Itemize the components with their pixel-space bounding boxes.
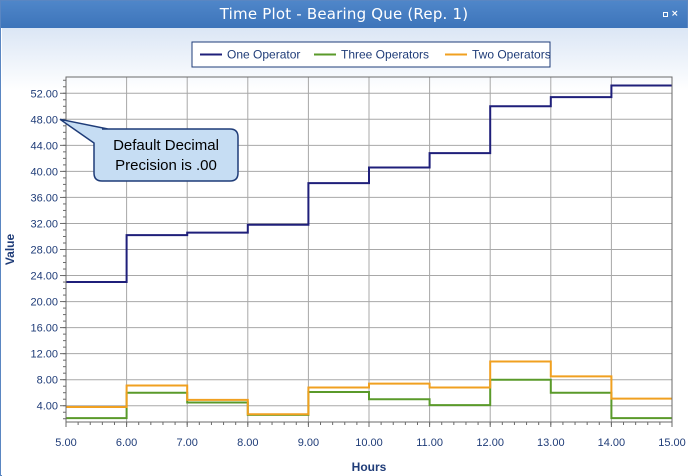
title-bar[interactable]: Time Plot - Bearing Que (Rep. 1) × [1, 1, 687, 28]
x-axis-ticks: 5.00 6.00 7.00 8.00 9.00 10.00 11.00 12.00 13.00… [55, 422, 686, 449]
y-tick-label: 40.00 [30, 166, 58, 178]
y-tick-label: 48.00 [30, 114, 58, 126]
x-tick-label: 15.00 [658, 437, 686, 449]
y-tick-label: 20.00 [30, 297, 58, 309]
x-axis-label: Hours [352, 460, 387, 474]
window-title: Time Plot - Bearing Que (Rep. 1) [219, 5, 469, 23]
plot-area: 4.00 8.00 12.00 16.00 20.00 24.00 28.00 32.00 36… [2, 28, 688, 476]
x-tick-label: 11.00 [416, 437, 443, 449]
series-line-one-operator [66, 84, 672, 284]
legend-box [191, 41, 551, 68]
y-tick-label: 36.00 [30, 192, 58, 204]
y-tick-label: 8.00 [37, 375, 58, 387]
y-axis-ticks: 4.00 8.00 12.00 16.00 20.00 24.00 28.00 32.00 36… [30, 79, 66, 420]
time-plot-chart: 4.00 8.00 12.00 16.00 20.00 24.00 28.00 32.00 36… [3, 41, 686, 474]
y-axis-label: Value [3, 234, 17, 266]
y-tick-label: 28.00 [30, 245, 58, 257]
y-tick-label: 44.00 [30, 140, 58, 152]
y-tick-label: 16.00 [30, 323, 58, 335]
window-controls: × [663, 8, 681, 20]
x-tick-label: 10.00 [355, 437, 383, 449]
annotation-callout: Default Decimal Precision is .00 [59, 118, 239, 182]
legend-label[interactable]: Three Operators [341, 48, 429, 62]
callout-box [59, 118, 239, 182]
y-tick-label: 24.00 [30, 271, 58, 283]
series-line-two-operators [66, 360, 672, 416]
x-tick-label: 12.00 [476, 437, 504, 449]
callout-text-line2: Precision is .00 [115, 157, 217, 174]
x-tick-label: 7.00 [176, 437, 197, 449]
series-lines [66, 84, 672, 420]
callout-text-line1: Default Decimal [113, 137, 219, 154]
legend-label[interactable]: One Operator [227, 48, 300, 62]
y-tick-label: 52.00 [30, 88, 58, 100]
x-tick-label: 6.00 [116, 437, 137, 449]
close-icon[interactable]: × [671, 8, 679, 19]
legend[interactable]: One Operator Three Operators Two Operators [191, 41, 551, 68]
y-tick-label: 4.00 [37, 401, 58, 413]
y-tick-label: 32.00 [30, 218, 58, 230]
x-tick-label: 13.00 [537, 437, 565, 449]
x-tick-label: 8.00 [237, 437, 258, 449]
restore-icon[interactable] [663, 11, 668, 17]
y-tick-label: 12.00 [30, 349, 58, 361]
legend-label[interactable]: Two Operators [472, 48, 551, 62]
x-tick-label: 9.00 [298, 437, 319, 449]
plot-frame [65, 76, 673, 423]
x-tick-label: 5.00 [55, 437, 76, 449]
x-tick-label: 14.00 [598, 437, 626, 449]
